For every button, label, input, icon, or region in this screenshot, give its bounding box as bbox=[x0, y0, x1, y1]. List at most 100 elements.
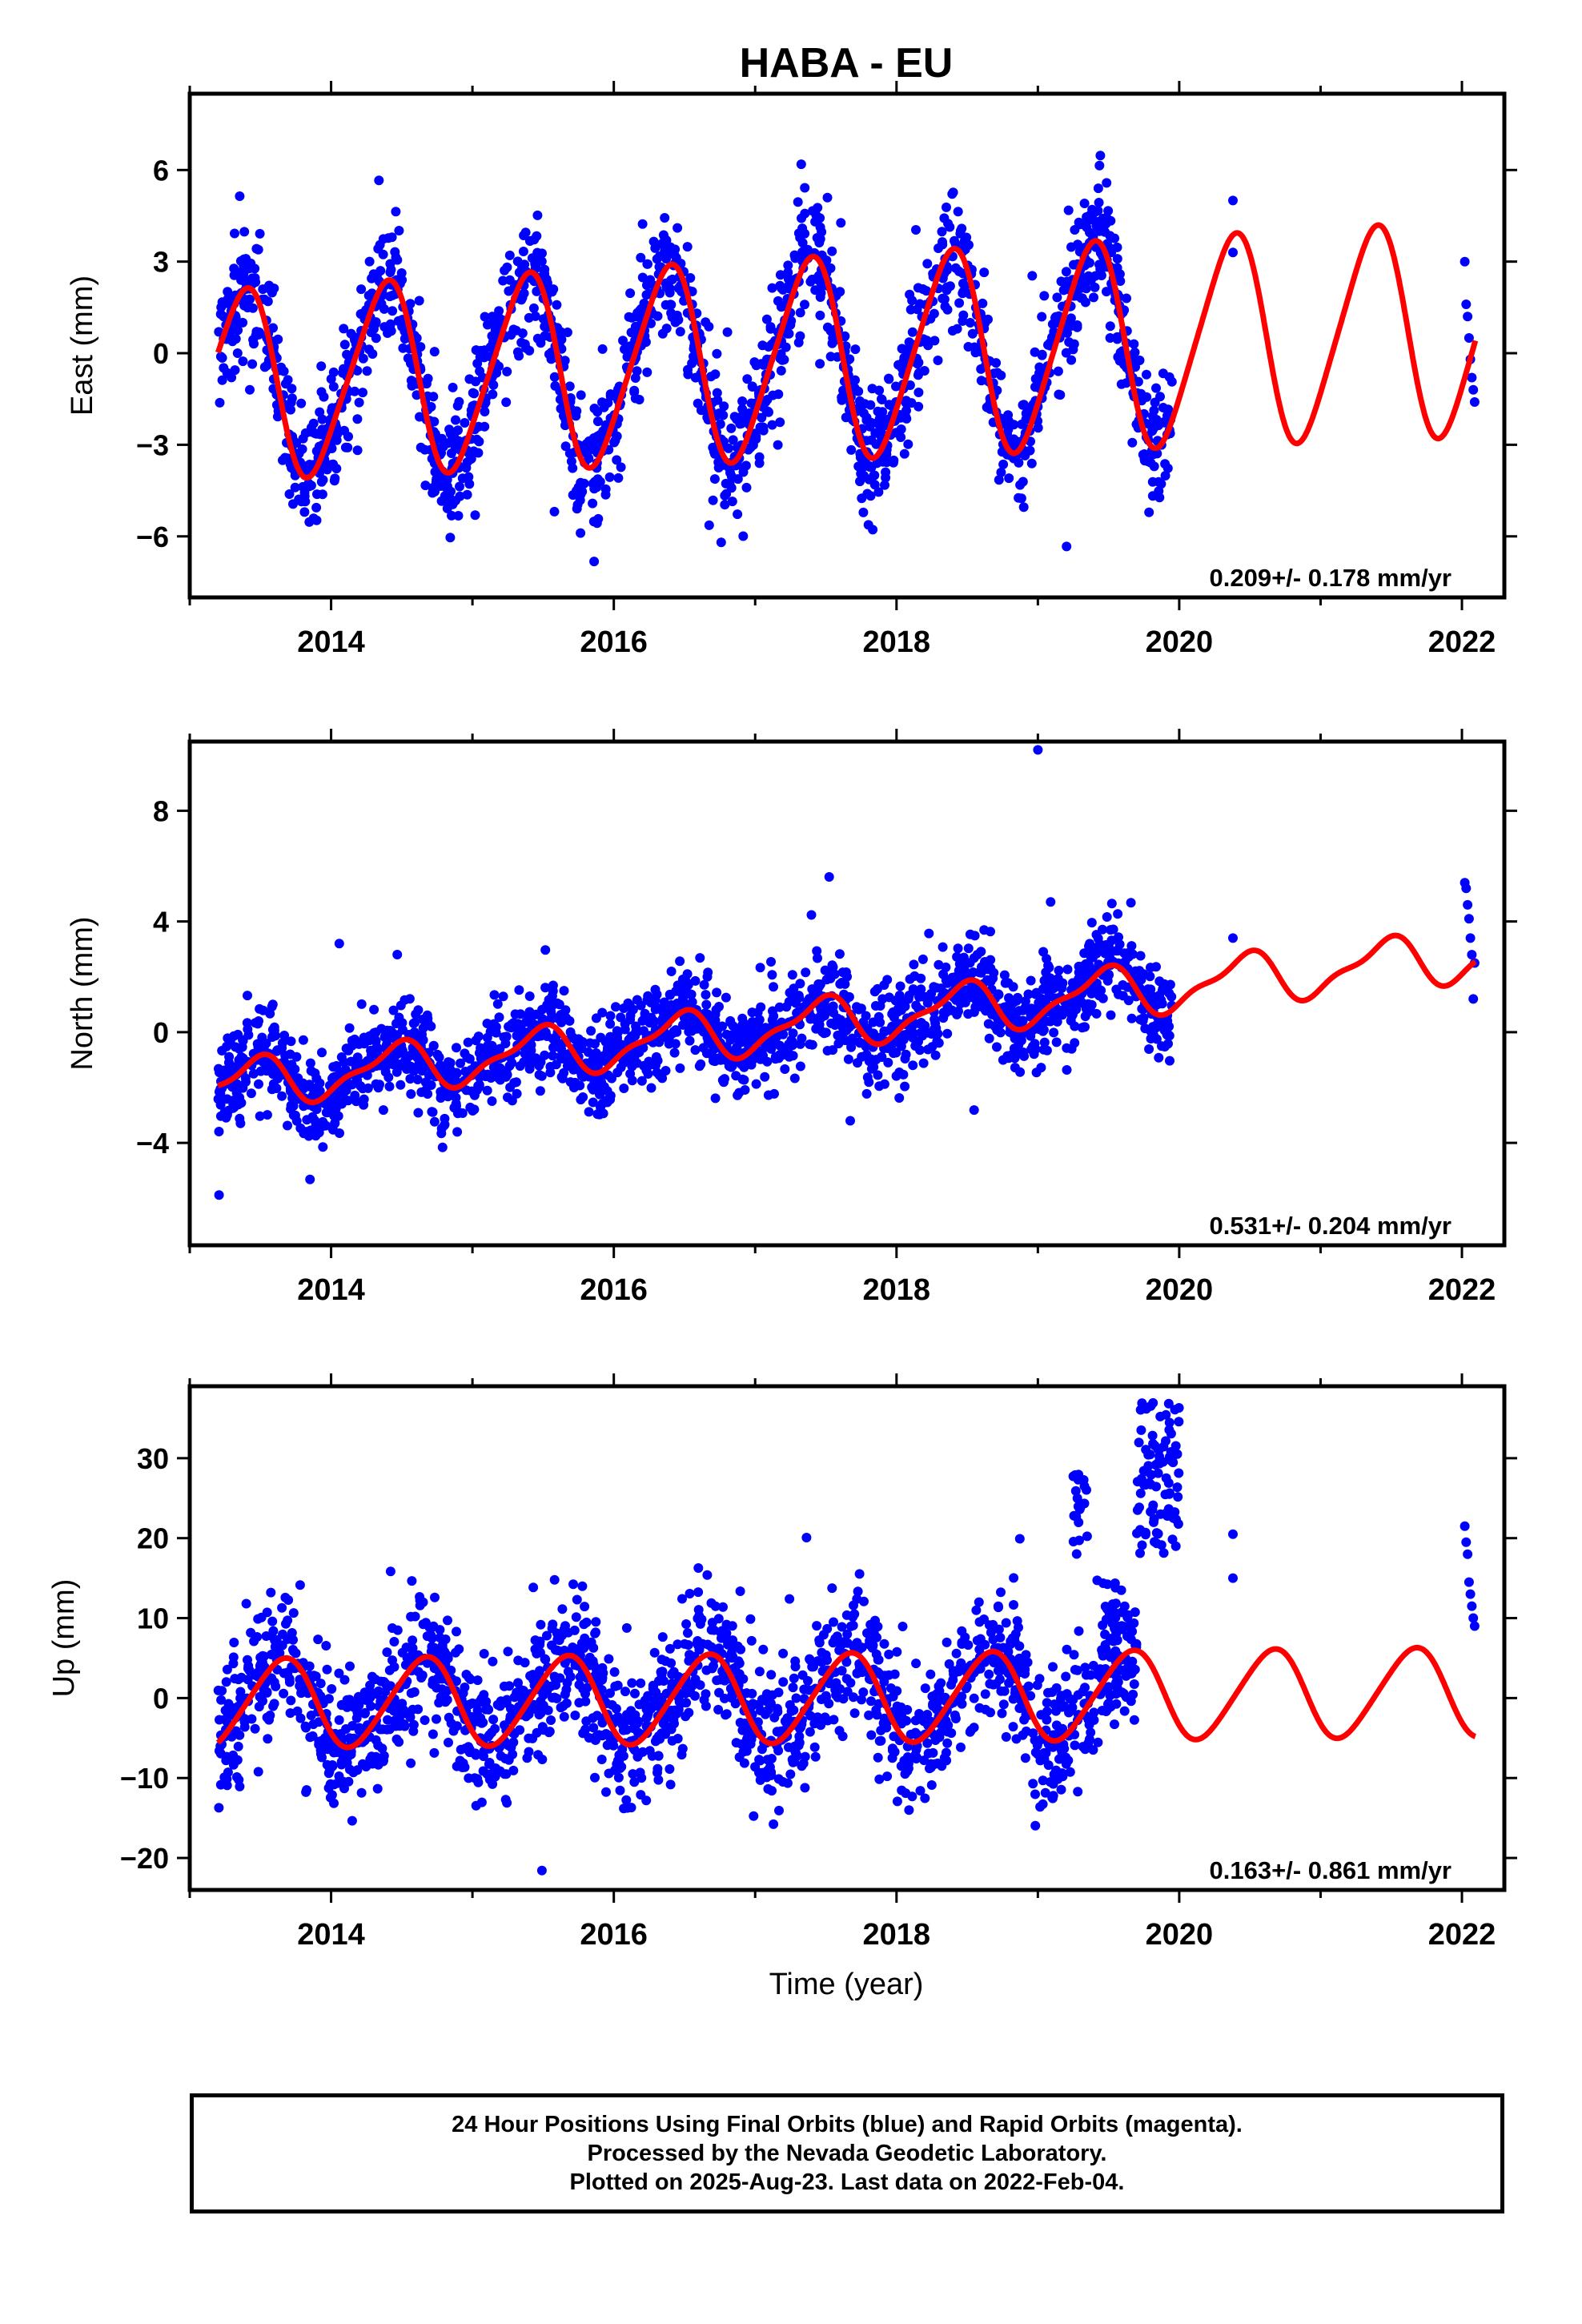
north-point bbox=[714, 1002, 724, 1011]
east-point bbox=[540, 331, 550, 341]
east-point bbox=[1114, 269, 1125, 279]
east-point bbox=[942, 202, 951, 212]
east-point bbox=[796, 229, 806, 239]
east-point bbox=[775, 270, 785, 280]
east-point bbox=[913, 357, 924, 368]
north-point bbox=[979, 925, 990, 935]
east-point bbox=[761, 314, 772, 324]
north-point bbox=[228, 1100, 239, 1110]
east-point bbox=[1087, 204, 1098, 215]
east-point bbox=[232, 348, 243, 358]
north-point bbox=[1113, 909, 1123, 919]
up-point bbox=[887, 1753, 897, 1763]
east-point bbox=[367, 273, 377, 283]
up-point bbox=[1034, 1674, 1045, 1684]
north-point bbox=[887, 1009, 897, 1019]
up-data-points bbox=[213, 1397, 1480, 1876]
east-point bbox=[1154, 493, 1165, 503]
north-point bbox=[909, 959, 919, 970]
up-point bbox=[291, 1648, 301, 1659]
east-point bbox=[976, 364, 986, 374]
east-point bbox=[215, 397, 225, 408]
north-point bbox=[350, 1090, 360, 1100]
up-point bbox=[619, 1803, 629, 1814]
east-point bbox=[593, 513, 604, 524]
north-point bbox=[870, 1001, 881, 1011]
up-point bbox=[432, 1714, 441, 1724]
north-point bbox=[920, 1020, 930, 1031]
up-point bbox=[570, 1711, 580, 1720]
north-point bbox=[457, 1108, 468, 1118]
north-point bbox=[666, 967, 677, 976]
north-point bbox=[908, 984, 918, 995]
up-point bbox=[302, 1785, 311, 1795]
east-point bbox=[994, 475, 1004, 485]
north-point bbox=[755, 963, 765, 973]
north-point bbox=[737, 1074, 748, 1084]
up-point bbox=[221, 1677, 231, 1687]
up-point bbox=[892, 1796, 902, 1807]
east-point bbox=[907, 296, 917, 306]
east-point bbox=[1050, 312, 1061, 322]
east-point bbox=[979, 267, 990, 278]
north-point bbox=[669, 1047, 680, 1058]
north-point bbox=[510, 1009, 520, 1019]
east-point bbox=[727, 497, 737, 507]
up-point bbox=[271, 1681, 281, 1691]
north-point bbox=[1085, 939, 1095, 949]
north-point bbox=[410, 1017, 420, 1027]
up-point bbox=[683, 1640, 693, 1650]
north-point bbox=[556, 1010, 566, 1019]
north-point bbox=[639, 1026, 648, 1036]
north-point bbox=[487, 1096, 497, 1106]
east-point bbox=[214, 327, 224, 337]
north-point bbox=[482, 1085, 492, 1096]
up-point bbox=[345, 1661, 355, 1671]
north-point bbox=[983, 1019, 994, 1029]
east-point bbox=[339, 340, 350, 350]
up-point bbox=[998, 1699, 1009, 1710]
north-point bbox=[536, 1071, 547, 1081]
north-point bbox=[1030, 989, 1041, 999]
north-point bbox=[1467, 950, 1477, 960]
east-point bbox=[953, 207, 963, 217]
east-point bbox=[866, 417, 876, 428]
up-point bbox=[731, 1738, 741, 1748]
north-point bbox=[747, 1017, 757, 1027]
north-point bbox=[311, 1131, 321, 1141]
east-data-points bbox=[214, 151, 1480, 567]
up-point bbox=[283, 1615, 293, 1626]
up-point bbox=[546, 1715, 556, 1725]
east-point bbox=[1460, 256, 1470, 267]
north-point bbox=[1144, 1044, 1154, 1054]
east-point bbox=[648, 236, 659, 247]
north-rate-label: 0.531+/- 0.204 mm/yr bbox=[1210, 1212, 1452, 1240]
up-point bbox=[596, 1755, 607, 1764]
east-point bbox=[862, 489, 873, 499]
north-point bbox=[675, 1063, 685, 1073]
north-point bbox=[709, 1055, 718, 1066]
north-point bbox=[252, 1039, 263, 1049]
north-point bbox=[868, 1017, 878, 1027]
east-point bbox=[712, 388, 722, 398]
up-point bbox=[1056, 1784, 1066, 1795]
east-point bbox=[713, 463, 724, 472]
north-point bbox=[1041, 967, 1051, 978]
east-point bbox=[624, 344, 635, 355]
up-point bbox=[533, 1750, 544, 1760]
up-point bbox=[1001, 1618, 1011, 1628]
north-point bbox=[238, 1053, 248, 1063]
north-point bbox=[388, 1005, 399, 1015]
north-point bbox=[235, 1113, 245, 1124]
north-point bbox=[651, 1060, 661, 1071]
north-point bbox=[476, 1043, 486, 1053]
up-point bbox=[769, 1819, 779, 1829]
east-point bbox=[1228, 195, 1238, 206]
up-point bbox=[568, 1579, 578, 1590]
east-y-axis-label: East (mm) bbox=[66, 275, 99, 416]
east-x-tick-label: 2016 bbox=[580, 625, 648, 659]
east-point bbox=[800, 183, 810, 193]
east-point bbox=[284, 489, 295, 499]
east-point bbox=[576, 390, 586, 400]
